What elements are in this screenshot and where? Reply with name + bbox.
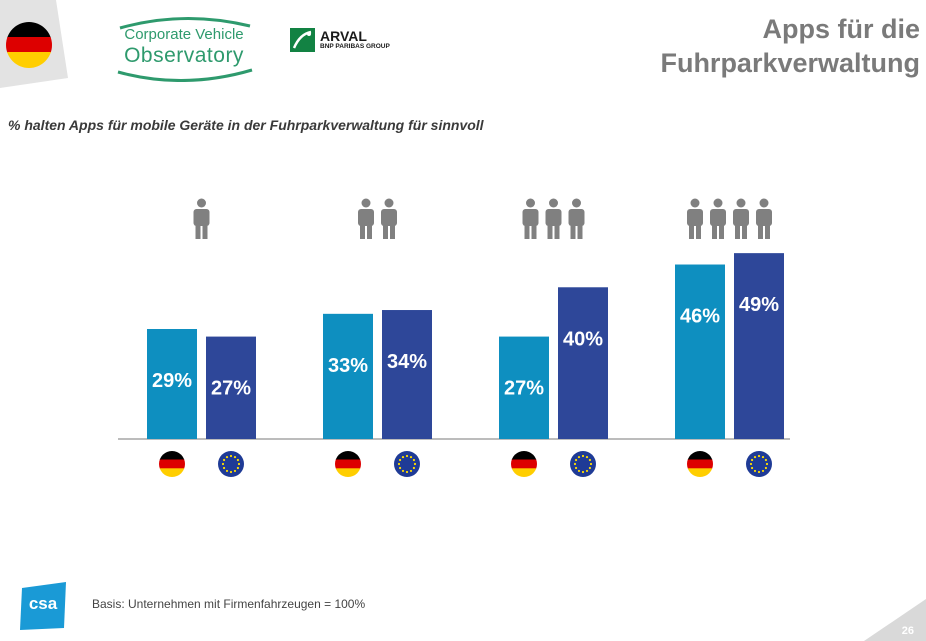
germany-bar bbox=[147, 329, 197, 439]
flag-eu-icon bbox=[218, 451, 244, 477]
person-icon bbox=[381, 198, 397, 239]
cvo-logo-line1: Corporate Vehicle bbox=[124, 26, 244, 43]
page-title-line2: Fuhrparkverwaltung bbox=[660, 48, 920, 78]
page-title: Apps für die Fuhrparkverwaltung bbox=[660, 12, 920, 80]
bar-chart: 29% 27% 33% 34% 27% 40% 46% 49% bbox=[118, 198, 790, 477]
europe-data-label: 34% bbox=[387, 351, 427, 373]
cvo-logo-line2: Observatory bbox=[124, 44, 244, 67]
germany-bar bbox=[499, 336, 549, 439]
germany-bar bbox=[323, 313, 373, 439]
europe-bar bbox=[206, 336, 256, 439]
flag-eu-icon bbox=[570, 451, 596, 477]
arval-logo: ARVAL BNP PARIBAS GROUP bbox=[290, 28, 400, 54]
europe-data-label: 27% bbox=[211, 378, 251, 400]
person-icon bbox=[710, 198, 726, 239]
arval-mark-icon bbox=[290, 28, 315, 52]
person-icon bbox=[545, 198, 562, 239]
flag-germany-icon bbox=[159, 451, 185, 477]
csa-logo: csa bbox=[20, 582, 66, 630]
person-icon bbox=[358, 198, 374, 239]
germany-data-label: 33% bbox=[328, 355, 368, 377]
flag-germany-icon bbox=[335, 451, 361, 477]
person-icon bbox=[568, 198, 585, 239]
arval-name: ARVAL bbox=[320, 28, 367, 44]
person-icon bbox=[522, 198, 539, 239]
europe-bar bbox=[558, 287, 608, 439]
bar-group: 46% 49% bbox=[675, 198, 784, 477]
flag-eu-icon bbox=[746, 451, 772, 477]
page-number: 26 bbox=[901, 625, 914, 637]
person-icon bbox=[193, 198, 210, 239]
europe-data-label: 40% bbox=[563, 328, 603, 350]
flag-eu-icon bbox=[394, 451, 420, 477]
bar-group: 27% 40% bbox=[499, 198, 608, 477]
person-icon bbox=[756, 198, 772, 239]
germany-bar bbox=[675, 264, 725, 439]
bar-group: 33% 34% bbox=[323, 198, 432, 477]
page-title-line1: Apps für die bbox=[762, 14, 920, 44]
germany-data-label: 27% bbox=[504, 378, 544, 400]
europe-bar bbox=[382, 310, 432, 439]
europe-bar bbox=[734, 253, 784, 439]
flag-germany-icon bbox=[687, 451, 713, 477]
person-icon bbox=[733, 198, 749, 239]
csa-logo-text: csa bbox=[29, 594, 58, 613]
germany-flag-icon bbox=[6, 22, 52, 68]
page-corner-decoration bbox=[864, 599, 926, 641]
arval-subtitle: BNP PARIBAS GROUP bbox=[320, 43, 390, 50]
bar-group: 29% 27% bbox=[147, 198, 256, 477]
person-icon bbox=[687, 198, 703, 239]
corporate-vehicle-observatory-logo: Corporate Vehicle Observatory bbox=[110, 16, 258, 82]
logo-swoosh-icon bbox=[117, 17, 253, 82]
basis-note: Basis: Unternehmen mit Firmenfahrzeugen … bbox=[92, 597, 366, 611]
chart-subtitle: % halten Apps für mobile Geräte in der F… bbox=[8, 117, 484, 133]
germany-data-label: 29% bbox=[152, 370, 192, 392]
flag-germany-icon bbox=[511, 451, 537, 477]
europe-data-label: 49% bbox=[739, 294, 779, 316]
germany-data-label: 46% bbox=[680, 306, 720, 328]
